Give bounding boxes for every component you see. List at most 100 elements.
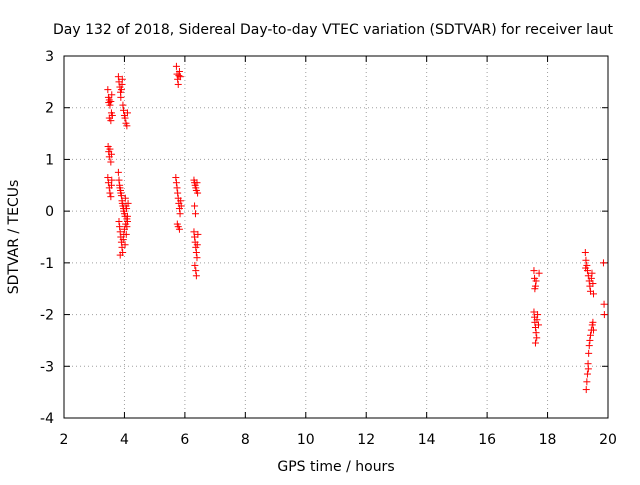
data-point	[117, 86, 125, 94]
data-point	[106, 101, 114, 109]
data-point	[194, 230, 202, 238]
data-point	[532, 329, 540, 337]
data-point	[108, 111, 116, 119]
data-point	[123, 122, 131, 130]
data-point	[108, 176, 116, 184]
data-point	[582, 386, 590, 394]
data-point	[582, 264, 590, 272]
data-point	[177, 202, 185, 210]
y-tick-label: 2	[45, 101, 54, 117]
y-tick-label: -2	[40, 308, 54, 324]
y-tick-label: -1	[40, 256, 54, 272]
tick-layer	[63, 55, 609, 419]
data-point	[581, 249, 589, 257]
y-tick-label: -3	[40, 359, 54, 375]
data-point	[586, 336, 594, 344]
grid-layer	[64, 56, 608, 418]
data-point	[115, 176, 123, 184]
data-point	[122, 230, 130, 238]
x-tick-label: 2	[60, 432, 69, 448]
data-point	[192, 249, 200, 257]
data-point	[531, 285, 539, 293]
x-tick-label: 12	[357, 432, 375, 448]
data-point	[193, 179, 201, 187]
data-point	[116, 223, 124, 231]
data-point	[117, 93, 125, 101]
data-point	[119, 236, 127, 244]
data-point	[173, 184, 181, 192]
data-point	[114, 73, 122, 81]
data-point	[589, 318, 597, 326]
x-tick-label: 18	[539, 432, 557, 448]
y-tick-label: -4	[40, 411, 54, 427]
data-point	[191, 210, 199, 218]
data-point	[192, 267, 200, 275]
data-point	[114, 168, 122, 176]
data-point	[176, 73, 184, 81]
data-point	[106, 145, 114, 153]
data-point	[190, 228, 198, 236]
data-point	[175, 68, 183, 76]
data-point	[589, 280, 597, 288]
data-point	[119, 101, 127, 109]
data-point	[105, 96, 113, 104]
data-point	[587, 274, 595, 282]
data-point	[123, 109, 131, 117]
data-point	[107, 158, 115, 166]
data-point	[533, 334, 541, 342]
data-point	[115, 217, 123, 225]
y-tick-label: 1	[45, 152, 54, 168]
data-point	[193, 241, 201, 249]
x-tick-label: 6	[180, 432, 189, 448]
x-tick-label: 20	[599, 432, 617, 448]
data-point	[600, 311, 608, 319]
data-point	[193, 254, 201, 262]
data-point	[191, 261, 199, 269]
data-point	[534, 311, 542, 319]
data-marks	[104, 62, 608, 394]
data-point	[172, 179, 180, 187]
data-point	[585, 342, 593, 350]
data-point	[107, 193, 115, 201]
data-point	[177, 197, 185, 205]
data-point	[586, 331, 594, 339]
data-point	[121, 114, 129, 122]
data-point	[175, 72, 183, 80]
y-tick-labels: -4 -3 -2 -1 0 1 2 3	[40, 49, 54, 427]
data-point	[107, 150, 115, 158]
y-axis-label: SDTVAR / TECUs	[6, 180, 22, 295]
x-tick-labels: 2 4 6 8 10 12 14 16 18 20	[60, 432, 617, 448]
data-point	[530, 308, 538, 316]
data-point	[174, 189, 182, 197]
data-point	[588, 269, 596, 277]
data-point	[589, 290, 597, 298]
data-point	[532, 277, 540, 285]
x-tick-label: 10	[297, 432, 315, 448]
data-point	[534, 321, 542, 329]
data-point	[192, 272, 200, 280]
data-point	[531, 339, 539, 347]
data-point	[535, 269, 543, 277]
data-point	[123, 205, 131, 213]
data-point	[104, 174, 112, 182]
y-tick-label: 3	[45, 49, 54, 65]
data-point	[175, 225, 183, 233]
data-point	[120, 106, 128, 114]
data-point	[108, 91, 116, 99]
x-tick-label: 14	[418, 432, 436, 448]
data-point	[107, 117, 115, 125]
data-point	[584, 365, 592, 373]
chart-title: Day 132 of 2018, Sidereal Day-to-day VTE…	[53, 22, 614, 38]
data-point	[530, 267, 538, 275]
data-point	[600, 300, 608, 308]
data-point	[599, 259, 607, 267]
data-point	[589, 326, 597, 334]
data-point	[176, 210, 184, 218]
data-point	[116, 251, 124, 259]
data-point	[123, 223, 131, 231]
data-point	[533, 316, 541, 324]
data-point	[582, 256, 590, 264]
data-point	[174, 80, 182, 88]
